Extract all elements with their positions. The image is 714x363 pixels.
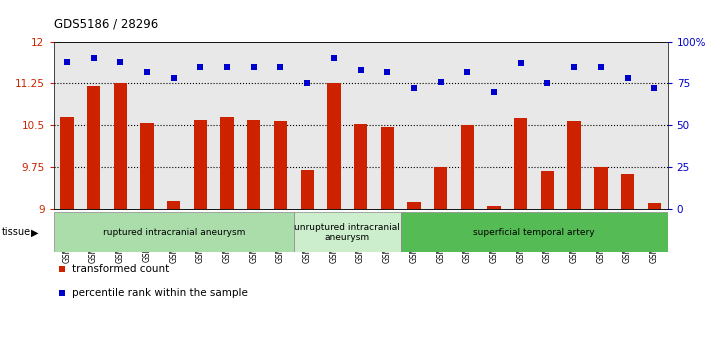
- Bar: [621, 174, 634, 209]
- Point: [56, 266, 67, 272]
- Bar: [221, 117, 233, 209]
- Bar: [327, 83, 341, 209]
- Bar: [301, 170, 314, 209]
- Bar: [167, 201, 181, 209]
- Bar: [54, 212, 294, 252]
- Text: transformed count: transformed count: [72, 264, 169, 274]
- Point: [462, 69, 473, 75]
- Bar: [407, 202, 421, 209]
- Bar: [294, 212, 401, 252]
- Point: [355, 67, 366, 73]
- Bar: [461, 125, 474, 209]
- Bar: [193, 120, 207, 209]
- Point: [56, 290, 67, 295]
- Text: GDS5186 / 28296: GDS5186 / 28296: [54, 18, 158, 31]
- Point: [435, 79, 446, 85]
- Point: [141, 69, 153, 75]
- Bar: [401, 212, 668, 252]
- Bar: [568, 121, 580, 209]
- Bar: [648, 203, 661, 209]
- Bar: [273, 121, 287, 209]
- Point: [221, 64, 233, 70]
- Bar: [594, 167, 608, 209]
- Text: ruptured intracranial aneurysm: ruptured intracranial aneurysm: [103, 228, 245, 237]
- Point: [88, 56, 99, 61]
- Bar: [60, 117, 74, 209]
- Point: [381, 69, 393, 75]
- Point: [542, 81, 553, 86]
- Text: superficial temporal artery: superficial temporal artery: [473, 228, 595, 237]
- Point: [515, 61, 526, 66]
- Point: [408, 86, 420, 91]
- Point: [595, 64, 607, 70]
- Bar: [514, 118, 528, 209]
- Point: [488, 89, 500, 95]
- Point: [622, 76, 633, 81]
- Text: tissue: tissue: [1, 227, 31, 237]
- Text: ▶: ▶: [31, 227, 39, 237]
- Bar: [354, 123, 367, 209]
- Bar: [488, 206, 501, 209]
- Point: [328, 56, 340, 61]
- Point: [648, 86, 660, 91]
- Text: percentile rank within the sample: percentile rank within the sample: [72, 288, 248, 298]
- Bar: [381, 127, 394, 209]
- Point: [168, 76, 179, 81]
- Point: [301, 81, 313, 86]
- Bar: [114, 83, 127, 209]
- Point: [195, 64, 206, 70]
- Point: [275, 64, 286, 70]
- Point: [568, 64, 580, 70]
- Point: [248, 64, 259, 70]
- Point: [61, 59, 73, 65]
- Bar: [247, 120, 261, 209]
- Text: unruptured intracranial
aneurysm: unruptured intracranial aneurysm: [294, 223, 400, 242]
- Bar: [141, 123, 154, 209]
- Bar: [434, 167, 448, 209]
- Point: [114, 59, 126, 65]
- Bar: [87, 86, 100, 209]
- Bar: [540, 171, 554, 209]
